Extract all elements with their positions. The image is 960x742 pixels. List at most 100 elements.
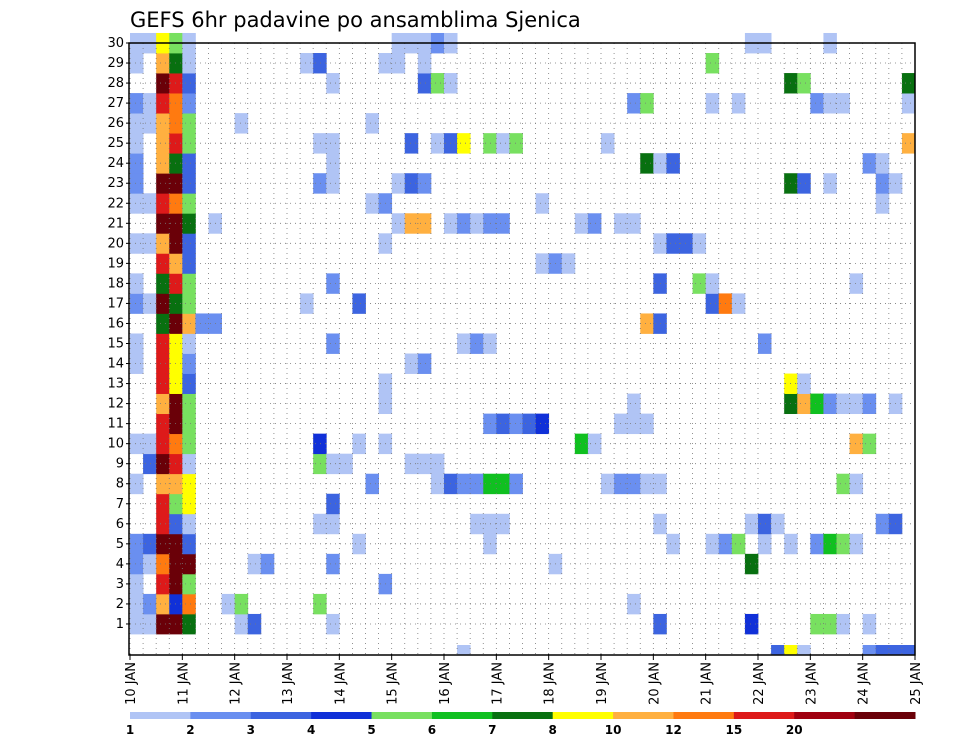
- precip-cell: [130, 173, 144, 194]
- precip-cell: [234, 593, 249, 615]
- precip-cell: [300, 53, 314, 74]
- y-tick-label: 9: [116, 457, 124, 472]
- precip-cell: [182, 353, 196, 374]
- precip-cell: [875, 645, 890, 655]
- colorbar-label: 5: [367, 723, 375, 737]
- precip-cell: [313, 593, 327, 615]
- precip-cell: [731, 93, 746, 114]
- precip-cell: [130, 273, 144, 294]
- precip-cell: [182, 493, 196, 515]
- precip-cell: [156, 253, 170, 274]
- precip-cell: [483, 333, 497, 354]
- precip-cell: [535, 413, 550, 435]
- precip-cell: [875, 193, 890, 214]
- precip-cell: [496, 473, 510, 495]
- precip-cell: [810, 613, 824, 635]
- precip-cell: [705, 533, 720, 555]
- precip-cell: [195, 313, 209, 334]
- precip-cell: [862, 153, 877, 174]
- precip-cell: [130, 233, 144, 254]
- precip-cell: [483, 473, 497, 495]
- precip-cell: [849, 433, 864, 455]
- precip-cell: [758, 513, 772, 535]
- precip-cell: [130, 593, 144, 615]
- precip-cell: [365, 473, 379, 495]
- precip-cell: [509, 133, 523, 154]
- colorbar: 1 2 3 4 5 6 7 8 10 12 15 20: [126, 712, 916, 737]
- y-tick-label: 17: [107, 296, 124, 311]
- precip-cell: [810, 393, 824, 415]
- precip-cell: [627, 413, 641, 435]
- y-axis: 1234567891011121314151617181920212223242…: [107, 36, 130, 632]
- precip-cell: [182, 593, 196, 615]
- y-tick-label: 4: [116, 557, 124, 572]
- colorbar-swatch: [613, 712, 674, 719]
- y-tick-label: 22: [107, 196, 124, 211]
- precip-cell: [430, 473, 445, 495]
- precip-cell: [130, 553, 144, 575]
- precip-cell: [143, 113, 157, 134]
- precip-cell: [810, 93, 824, 114]
- precip-cell: [666, 533, 680, 555]
- y-tick-label: 10: [107, 437, 124, 452]
- precip-cell: [640, 313, 654, 334]
- precip-cell: [679, 233, 693, 254]
- colorbar-swatch: [733, 712, 795, 719]
- precip-cell: [509, 413, 523, 435]
- precip-cell: [143, 233, 157, 254]
- y-tick-label: 3: [116, 577, 124, 592]
- x-tick-label: 25 JAN: [909, 662, 924, 705]
- precip-cell: [156, 333, 170, 354]
- precip-cell: [156, 473, 170, 495]
- precip-cell: [182, 473, 196, 495]
- colorbar-swatch: [492, 712, 554, 719]
- precip-cell: [535, 193, 550, 214]
- precip-cell: [509, 473, 523, 495]
- precip-cell: [156, 413, 170, 435]
- precip-cell: [234, 113, 249, 134]
- precip-cell: [640, 93, 654, 114]
- precip-cell: [483, 513, 497, 535]
- y-tick-label: 25: [107, 136, 124, 151]
- precip-cell: [417, 53, 432, 74]
- precip-cell: [182, 173, 196, 194]
- precip-cell: [156, 433, 170, 455]
- precip-cell: [627, 393, 641, 415]
- x-tick-label: 22 JAN: [752, 662, 767, 705]
- y-tick-label: 1: [116, 617, 124, 632]
- precip-cell: [326, 133, 340, 154]
- precip-cell: [836, 613, 850, 635]
- precip-cell: [182, 453, 196, 475]
- precip-cell: [182, 153, 196, 174]
- precip-cell: [326, 513, 340, 535]
- precip-cell: [640, 473, 654, 495]
- precip-cell: [326, 493, 340, 515]
- precip-cell: [182, 333, 196, 354]
- precip-cell: [326, 153, 340, 174]
- precip-cell: [744, 553, 759, 575]
- y-tick-label: 13: [107, 377, 124, 392]
- y-tick-label: 15: [107, 337, 124, 352]
- precip-cell: [182, 213, 196, 234]
- precip-cell: [640, 153, 654, 174]
- precip-cell: [875, 513, 890, 535]
- y-tick-label: 14: [107, 357, 124, 372]
- precip-cell: [640, 413, 654, 435]
- y-tick-label: 30: [107, 36, 124, 51]
- precip-cell: [313, 173, 327, 194]
- precip-cell: [182, 393, 196, 415]
- precip-cell: [156, 393, 170, 415]
- precip-cell: [260, 553, 275, 575]
- precip-cell: [130, 533, 144, 555]
- precip-cell: [156, 153, 170, 174]
- precip-cell: [313, 513, 327, 535]
- precip-cell: [156, 133, 170, 154]
- x-tick-label: 18 JAN: [543, 662, 558, 705]
- precip-cell: [731, 293, 746, 314]
- precip-cell: [326, 173, 340, 194]
- precip-cell: [365, 113, 379, 134]
- precip-cell: [156, 233, 170, 254]
- precip-cell: [404, 213, 419, 234]
- precip-cell: [404, 133, 419, 154]
- precip-cell: [156, 113, 170, 134]
